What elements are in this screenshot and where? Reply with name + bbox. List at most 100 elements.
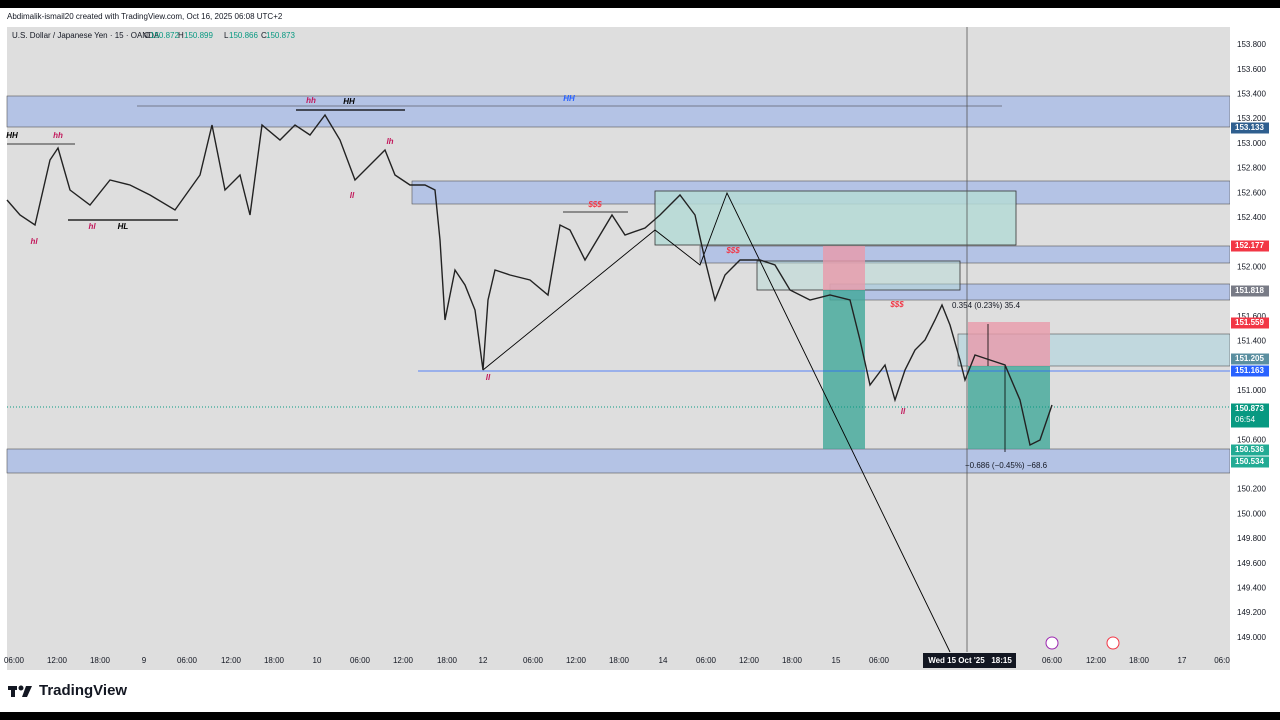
time-label: 12:00 bbox=[221, 656, 242, 665]
time-label: 06:0 bbox=[1214, 656, 1230, 665]
time-label: 06:00 bbox=[350, 656, 371, 665]
price-label: 149.400 bbox=[1237, 584, 1266, 593]
price-label: 153.800 bbox=[1237, 40, 1266, 49]
price-label: 153.200 bbox=[1237, 114, 1266, 123]
price-path bbox=[6, 113, 1053, 447]
annotation: ll bbox=[486, 373, 491, 382]
price-tag-label: 151.163 bbox=[1235, 366, 1264, 375]
time-label: 06:00 bbox=[696, 656, 717, 665]
event-icon bbox=[1045, 636, 1059, 650]
price-tag-label: 150.536 bbox=[1235, 445, 1264, 454]
time-label: 12:00 bbox=[47, 656, 68, 665]
time-label: 9 bbox=[142, 656, 147, 665]
time-label: 12:00 bbox=[1086, 656, 1107, 665]
price-tag bbox=[1231, 403, 1269, 428]
price-label: 151.000 bbox=[1237, 386, 1266, 395]
measure-label: −0.686 (−0.45%) −68.6 bbox=[965, 461, 1048, 470]
zone bbox=[6, 448, 1231, 474]
time-label: 18:00 bbox=[782, 656, 803, 665]
price-tag-label: 152.177 bbox=[1235, 241, 1264, 250]
time-label: 17 bbox=[1178, 656, 1187, 665]
legend-ohlc: H bbox=[178, 31, 184, 40]
price-tag bbox=[1231, 122, 1269, 134]
time-label: 14 bbox=[659, 656, 668, 665]
crosshair-label-bg bbox=[923, 653, 1016, 668]
logo bbox=[8, 685, 32, 697]
legend-ohlc: 150.899 bbox=[184, 31, 213, 40]
price-axis bbox=[1230, 27, 1280, 670]
time-label: 12:00 bbox=[739, 656, 760, 665]
price-label: 152.600 bbox=[1237, 188, 1266, 197]
time-label: 15 bbox=[832, 656, 841, 665]
time-label: 18:00 bbox=[90, 656, 111, 665]
time-label: 06:00 bbox=[523, 656, 544, 665]
crosshair-time: Wed 15 Oct '25 18:15 bbox=[928, 656, 1012, 665]
legend-ohlc: L bbox=[224, 31, 229, 40]
price-label: 150.200 bbox=[1237, 485, 1266, 494]
time-label: 18:00 bbox=[609, 656, 630, 665]
brand-name: TradingView bbox=[39, 682, 128, 699]
legend-symbol: U.S. Dollar / Japanese Yen · 15 · OANDA bbox=[12, 31, 160, 40]
top-bar bbox=[0, 0, 1280, 8]
price-tag-label: 151.205 bbox=[1235, 354, 1264, 363]
annotation: hl bbox=[88, 222, 96, 231]
annotation: HL bbox=[118, 222, 129, 231]
short-zone bbox=[823, 246, 865, 290]
price-label: 151.600 bbox=[1237, 312, 1266, 321]
time-label: 12 bbox=[479, 656, 488, 665]
time-label: 10 bbox=[313, 656, 322, 665]
time-label: 06:00 bbox=[4, 656, 25, 665]
annotation: $$$ bbox=[725, 246, 740, 255]
short-zone bbox=[968, 322, 1050, 366]
time-label: 18:00 bbox=[264, 656, 285, 665]
price-label: 152.800 bbox=[1237, 164, 1266, 173]
time-label: 18:00 bbox=[1129, 656, 1150, 665]
brand: TradingView bbox=[8, 682, 127, 699]
annotation: $$$ bbox=[587, 200, 602, 209]
price-label: 149.200 bbox=[1237, 608, 1266, 617]
countdown: 06:54 bbox=[1235, 415, 1256, 424]
price-label: 153.400 bbox=[1237, 90, 1266, 99]
price-label: 150.000 bbox=[1237, 509, 1266, 518]
price-label: 153.000 bbox=[1237, 139, 1266, 148]
long-zone bbox=[823, 290, 865, 449]
annotation: lh bbox=[386, 137, 393, 146]
annotation: hh bbox=[306, 96, 316, 105]
annotation: HH bbox=[563, 94, 575, 103]
zone bbox=[6, 95, 1231, 128]
measure-label: 0.354 (0.23%) 35.4 bbox=[952, 301, 1021, 310]
price-label: 149.800 bbox=[1237, 534, 1266, 543]
box bbox=[654, 190, 1017, 246]
time-label: 18:00 bbox=[437, 656, 458, 665]
price-tag bbox=[1231, 240, 1269, 252]
price-label: 149.600 bbox=[1237, 559, 1266, 568]
price-label: 150.600 bbox=[1237, 435, 1266, 444]
time-label: 06:00 bbox=[1042, 656, 1063, 665]
zone bbox=[699, 245, 1231, 264]
annotation: hl bbox=[30, 237, 38, 246]
price-tag bbox=[1231, 353, 1269, 365]
price-label: 149.000 bbox=[1237, 633, 1266, 642]
annotation: $$$ bbox=[889, 300, 904, 309]
price-label: 152.400 bbox=[1237, 213, 1266, 222]
annotation: ll bbox=[350, 191, 355, 200]
legend-ohlc: 150.873 bbox=[266, 31, 295, 40]
price-tag-label: 150.534 bbox=[1235, 457, 1264, 466]
trend-lines bbox=[482, 191, 951, 653]
time-label: 06:00 bbox=[869, 656, 890, 665]
price-tag bbox=[1231, 456, 1269, 468]
annotation: HH bbox=[6, 131, 18, 140]
legend-ohlc: O bbox=[144, 31, 150, 40]
price-tag bbox=[1231, 365, 1269, 377]
legend-ohlc: 150.872 bbox=[150, 31, 179, 40]
credit: Abdimalik-ismail20 created with TradingV… bbox=[7, 12, 283, 21]
price-tag bbox=[1231, 285, 1269, 297]
bottom-bar bbox=[0, 712, 1280, 720]
price-tag bbox=[1231, 444, 1269, 456]
time-label: 12:00 bbox=[566, 656, 587, 665]
time-label: 12:00 bbox=[393, 656, 414, 665]
price-label: 151.400 bbox=[1237, 337, 1266, 346]
price-tag-label: 151.559 bbox=[1235, 318, 1264, 327]
